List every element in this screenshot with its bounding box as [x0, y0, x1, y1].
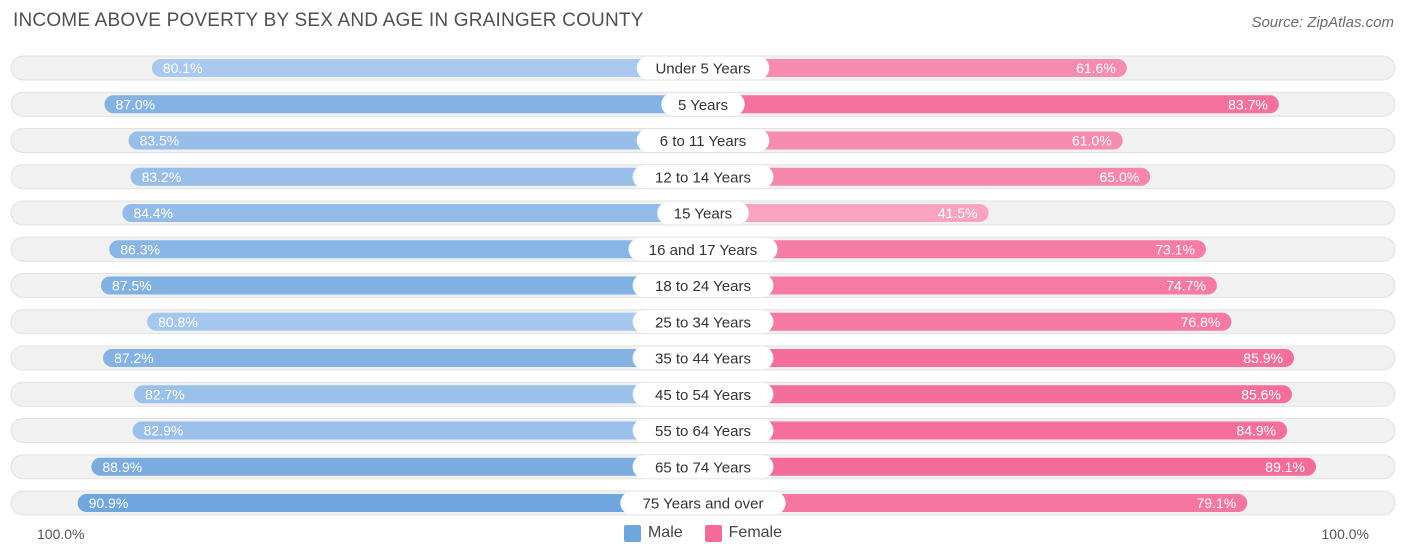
female-value-label: 79.1% — [1197, 495, 1237, 511]
male-value-label: 87.5% — [112, 278, 152, 294]
female-value-label: 89.1% — [1265, 459, 1305, 475]
male-bar — [134, 385, 704, 404]
category-pill — [620, 491, 786, 515]
category-label: 12 to 14 Years — [655, 169, 751, 186]
female-bar — [703, 167, 1151, 186]
category-pill — [632, 419, 774, 442]
female-value-label: 83.7% — [1228, 96, 1268, 112]
category-label: 18 to 24 Years — [655, 278, 751, 295]
female-value-label: 76.8% — [1181, 314, 1221, 330]
legend-item-female[interactable]: Female — [704, 524, 783, 542]
category-pill — [636, 129, 770, 152]
female-value-label: 84.9% — [1236, 423, 1276, 439]
category-label: 6 to 11 Years — [660, 133, 746, 150]
male-bar — [101, 276, 703, 295]
category-label: 25 to 34 Years — [655, 314, 751, 331]
category-label: 15 Years — [674, 206, 732, 223]
male-bar — [130, 167, 704, 186]
male-bar — [132, 421, 703, 440]
category-pill — [632, 274, 774, 297]
male-value-label: 82.9% — [144, 423, 184, 439]
male-value-label: 90.9% — [89, 495, 129, 511]
category-label: 65 to 74 Years — [655, 459, 751, 476]
male-bar — [104, 95, 703, 114]
female-swatch-icon — [704, 524, 722, 542]
male-value-label: 86.3% — [120, 241, 160, 257]
male-value-label: 80.8% — [158, 314, 198, 330]
female-value-label: 85.6% — [1241, 386, 1281, 402]
category-pill — [632, 382, 774, 406]
chart-title: INCOME ABOVE POVERTY BY SEX AND AGE IN G… — [13, 10, 644, 31]
female-value-label: 61.0% — [1072, 133, 1112, 149]
legend-male-label: Male — [647, 524, 683, 541]
male-bar — [147, 312, 703, 331]
female-value-label: 74.7% — [1166, 278, 1206, 294]
source-label: Source: ZipAtlas.com — [1251, 14, 1394, 31]
male-swatch-icon — [623, 524, 641, 542]
axis-right-label: 100.0% — [1321, 526, 1369, 542]
female-bar — [703, 385, 1292, 404]
category-label: 5 Years — [678, 97, 728, 114]
category-label: 55 to 64 Years — [655, 423, 751, 440]
male-value-label: 83.5% — [140, 133, 180, 149]
female-bar — [703, 204, 989, 222]
category-label: 16 and 17 Years — [649, 242, 757, 259]
category-label: 35 to 44 Years — [655, 351, 751, 368]
male-bar — [91, 457, 704, 476]
category-pill — [632, 346, 774, 370]
category-pill — [636, 56, 770, 80]
male-bar — [122, 204, 703, 222]
female-bar — [703, 421, 1288, 440]
female-bar — [703, 312, 1232, 331]
category-label: 45 to 54 Years — [655, 387, 751, 404]
category-pill — [628, 237, 778, 261]
male-bar — [109, 240, 704, 259]
category-pill — [661, 92, 745, 116]
female-bar — [703, 131, 1123, 150]
legend: Male Female — [0, 524, 1406, 542]
male-bar — [151, 59, 704, 77]
female-value-label: 61.6% — [1076, 60, 1116, 76]
female-value-label: 73.1% — [1155, 241, 1195, 257]
male-value-label: 84.4% — [133, 205, 173, 221]
category-pill — [632, 455, 774, 479]
female-bar — [703, 59, 1127, 77]
axis-left-label: 100.0% — [37, 526, 85, 542]
female-bar — [703, 276, 1217, 295]
male-value-label: 82.7% — [145, 386, 185, 402]
male-bar — [77, 494, 703, 512]
female-value-label: 65.0% — [1099, 169, 1139, 185]
female-value-label: 85.9% — [1243, 350, 1283, 366]
female-bar — [703, 494, 1248, 512]
female-value-label: 41.5% — [938, 205, 978, 221]
category-label: Under 5 Years — [655, 61, 750, 78]
male-value-label: 88.9% — [102, 459, 142, 475]
category-pill — [632, 310, 774, 334]
category-pill — [632, 165, 774, 189]
female-bar — [703, 240, 1206, 259]
category-pill — [657, 201, 749, 225]
category-label: 75 Years and over — [643, 496, 764, 513]
female-bar — [703, 349, 1294, 367]
female-bar — [703, 95, 1279, 114]
male-value-label: 87.2% — [114, 350, 154, 366]
male-bar — [103, 349, 703, 367]
female-bar — [703, 457, 1317, 476]
legend-item-male[interactable]: Male — [623, 524, 683, 542]
male-value-label: 87.0% — [115, 96, 155, 112]
male-value-label: 80.1% — [163, 60, 203, 76]
male-bar — [128, 131, 703, 150]
legend-female-label: Female — [728, 524, 783, 541]
male-value-label: 83.2% — [142, 169, 182, 185]
